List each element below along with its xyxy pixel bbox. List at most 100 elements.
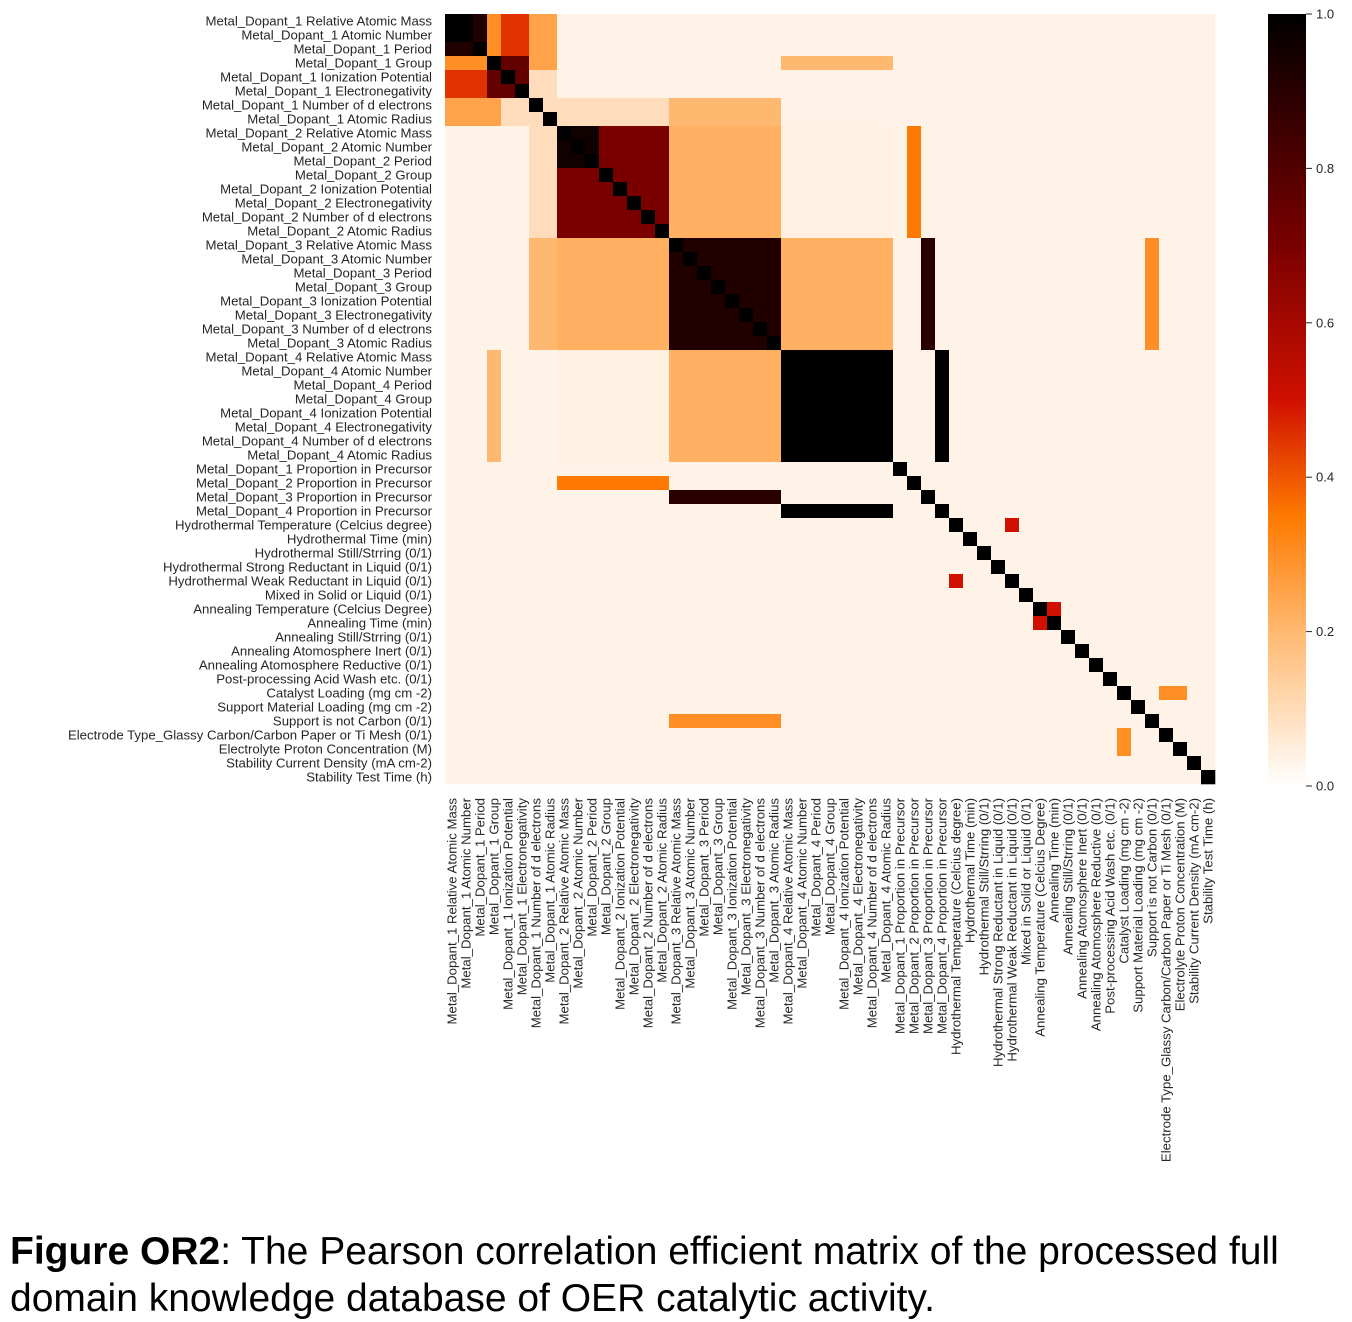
heatmap-cell	[823, 70, 838, 85]
heatmap-cell	[809, 14, 824, 29]
heatmap-cell	[1159, 658, 1174, 673]
heatmap-cell	[837, 476, 852, 491]
heatmap-cell	[1103, 686, 1118, 701]
heatmap-cell	[1131, 406, 1146, 421]
heatmap-cell	[1131, 644, 1146, 659]
heatmap-cell	[529, 420, 544, 435]
heatmap-cell	[529, 434, 544, 449]
heatmap-cell	[529, 42, 544, 57]
heatmap-cell	[1061, 252, 1076, 267]
heatmap-cell	[851, 294, 866, 309]
heatmap-cell	[1187, 532, 1202, 547]
heatmap-cell	[543, 126, 558, 141]
heatmap-cell	[557, 224, 572, 239]
y-tick-label: Mixed in Solid or Liquid (0/1)	[265, 588, 432, 603]
heatmap-cell	[1201, 308, 1216, 323]
heatmap-cell	[473, 350, 488, 365]
heatmap-cell	[1117, 140, 1132, 155]
heatmap-cell	[683, 266, 698, 281]
heatmap-cell	[613, 378, 628, 393]
heatmap-cell	[627, 280, 642, 295]
heatmap-cell	[1005, 322, 1020, 337]
heatmap-cell	[977, 756, 992, 771]
heatmap-cell	[739, 742, 754, 757]
heatmap-cell	[459, 406, 474, 421]
heatmap-cell	[1019, 280, 1034, 295]
heatmap-cell	[935, 140, 950, 155]
heatmap-cell	[1117, 728, 1132, 743]
heatmap-cell	[949, 756, 964, 771]
heatmap-cell	[1033, 560, 1048, 575]
heatmap-cell	[725, 770, 740, 785]
y-tick-label: Metal_Dopant_1 Electronegativity	[235, 84, 433, 99]
heatmap-cell	[1005, 462, 1020, 477]
figure-caption: Figure OR2: The Pearson correlation effi…	[10, 1228, 1340, 1322]
colorbar-ticks: 0.00.20.40.60.81.0	[1306, 7, 1334, 794]
heatmap-cell	[991, 742, 1006, 757]
heatmap-cell	[1173, 602, 1188, 617]
heatmap-cell	[1131, 616, 1146, 631]
heatmap-cell	[697, 476, 712, 491]
heatmap-cell	[1159, 448, 1174, 463]
heatmap-cell	[795, 630, 810, 645]
heatmap-cell	[543, 588, 558, 603]
heatmap-cell	[767, 560, 782, 575]
heatmap-cell	[1103, 56, 1118, 71]
heatmap-cell	[851, 560, 866, 575]
heatmap-cell	[529, 98, 544, 113]
heatmap-cell	[683, 518, 698, 533]
heatmap-cell	[781, 56, 796, 71]
heatmap-cell	[599, 182, 614, 197]
heatmap-cell	[1019, 350, 1034, 365]
heatmap-cell	[1131, 546, 1146, 561]
heatmap-cell	[487, 406, 502, 421]
heatmap-cell	[655, 672, 670, 687]
heatmap-cell	[1159, 196, 1174, 211]
heatmap-cell	[543, 350, 558, 365]
heatmap-cell	[571, 182, 586, 197]
heatmap-cell	[753, 644, 768, 659]
heatmap-cell	[1075, 420, 1090, 435]
heatmap-cell	[935, 168, 950, 183]
heatmap-cell	[851, 126, 866, 141]
heatmap-cell	[837, 154, 852, 169]
heatmap-cell	[529, 644, 544, 659]
y-tick-label: Metal_Dopant_4 Number of d electrons	[202, 434, 433, 449]
heatmap-cell	[921, 266, 936, 281]
heatmap-cell	[977, 700, 992, 715]
heatmap-cell	[809, 98, 824, 113]
heatmap-cell	[823, 224, 838, 239]
heatmap-cell	[823, 602, 838, 617]
heatmap-cell	[487, 770, 502, 785]
heatmap-cell	[963, 462, 978, 477]
heatmap-cell	[613, 252, 628, 267]
heatmap-cell	[613, 756, 628, 771]
heatmap-cell	[711, 266, 726, 281]
y-tick-label: Metal_Dopant_3 Ionization Potential	[220, 294, 432, 309]
heatmap-cell	[501, 602, 516, 617]
heatmap-cell	[753, 336, 768, 351]
heatmap-cell	[1005, 196, 1020, 211]
heatmap-cell	[991, 462, 1006, 477]
heatmap-cell	[571, 728, 586, 743]
heatmap-cell	[725, 238, 740, 253]
y-tick-label: Annealing Time (min)	[307, 616, 432, 631]
heatmap-cell	[655, 602, 670, 617]
heatmap-cell	[501, 518, 516, 533]
heatmap-cell	[683, 658, 698, 673]
heatmap-cell	[501, 210, 516, 225]
heatmap-cell	[613, 518, 628, 533]
heatmap-cell	[599, 28, 614, 43]
heatmap-cell	[1005, 168, 1020, 183]
heatmap-cell	[1089, 252, 1104, 267]
heatmap-cell	[879, 406, 894, 421]
heatmap-cell	[767, 210, 782, 225]
heatmap-cell	[1103, 714, 1118, 729]
heatmap-cell	[711, 196, 726, 211]
heatmap-cell	[683, 392, 698, 407]
heatmap-cell	[1019, 322, 1034, 337]
heatmap-cell	[921, 462, 936, 477]
heatmap-cell	[907, 28, 922, 43]
heatmap-cell	[1173, 14, 1188, 29]
heatmap-cell	[1019, 532, 1034, 547]
